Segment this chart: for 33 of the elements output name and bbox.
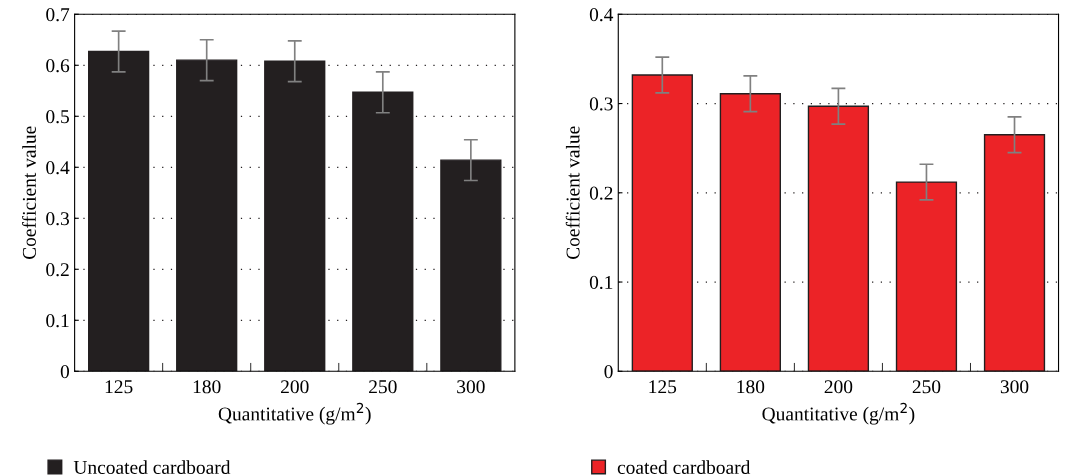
y-tick-label: 0.7 — [46, 8, 70, 22]
y-tick-label: 0.1 — [589, 275, 613, 290]
x-tick-label: 300 — [457, 380, 485, 394]
y-tick-label: 0.2 — [46, 263, 69, 277]
x-tick-label: 125 — [105, 380, 133, 394]
x-tick-label: 300 — [1000, 380, 1029, 394]
bar — [983, 134, 1046, 372]
y-tick-label: 0 — [60, 365, 70, 379]
y-tick-label: 0.1 — [46, 314, 69, 328]
y-tick-label: 0.3 — [46, 212, 69, 226]
x-axis-title: Quantitative (g/m$^{2}$) — [218, 402, 371, 425]
x-axis-title: Quantitative (g/m$^{2}$) — [762, 402, 915, 425]
bar — [352, 91, 414, 372]
x-tick-label: 250 — [369, 380, 397, 394]
y-axis-title: Coefficient value — [22, 126, 36, 260]
y-tick-label: 0.6 — [46, 59, 70, 73]
x-tick-label: 125 — [649, 380, 677, 394]
x-tick-label: 180 — [193, 380, 221, 394]
x-tick-label: 200 — [281, 380, 309, 394]
legend-label: coated cardboard — [617, 460, 751, 474]
y-tick-label: 0.4 — [589, 8, 614, 22]
legend-label: Uncoated cardboard — [73, 460, 231, 474]
y-tick-label: 0.2 — [589, 186, 613, 200]
y-tick-label: 0.5 — [46, 110, 69, 124]
y-tick-label: 0.4 — [46, 161, 70, 175]
x-tick-label: 250 — [912, 380, 941, 394]
y-tick-label: 0.3 — [589, 97, 613, 111]
x-tick-label: 180 — [737, 380, 765, 394]
y-tick-label: 0 — [604, 365, 613, 379]
bar — [264, 60, 326, 372]
bar — [440, 159, 502, 372]
x-tick-label: 200 — [824, 380, 853, 394]
y-axis-title: Coefficient value — [565, 126, 580, 260]
